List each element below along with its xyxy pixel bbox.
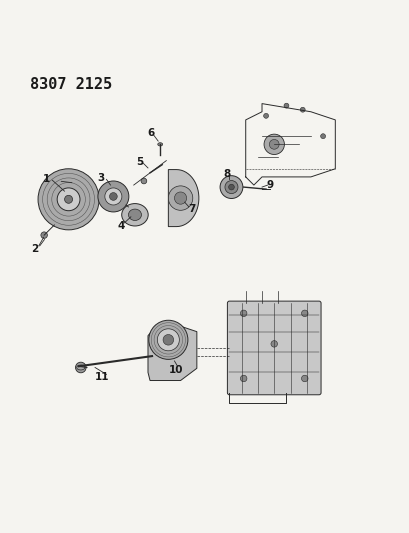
Ellipse shape bbox=[121, 204, 148, 226]
Text: 8: 8 bbox=[223, 169, 230, 179]
Circle shape bbox=[141, 178, 146, 184]
FancyBboxPatch shape bbox=[227, 301, 320, 395]
Text: 5: 5 bbox=[136, 157, 143, 167]
Circle shape bbox=[320, 134, 325, 139]
Circle shape bbox=[269, 140, 279, 149]
Circle shape bbox=[174, 192, 186, 204]
Circle shape bbox=[109, 192, 117, 200]
Circle shape bbox=[240, 375, 246, 382]
Circle shape bbox=[157, 329, 179, 351]
Text: 1: 1 bbox=[43, 174, 49, 184]
Circle shape bbox=[41, 232, 47, 238]
Circle shape bbox=[75, 362, 86, 373]
Circle shape bbox=[38, 169, 99, 230]
Circle shape bbox=[263, 114, 268, 118]
Circle shape bbox=[98, 181, 128, 212]
Circle shape bbox=[263, 134, 284, 155]
Circle shape bbox=[57, 188, 80, 211]
Text: 11: 11 bbox=[95, 372, 109, 382]
Circle shape bbox=[270, 341, 277, 347]
Text: 9: 9 bbox=[266, 180, 273, 190]
Circle shape bbox=[301, 375, 307, 382]
Text: 4: 4 bbox=[117, 221, 125, 231]
Circle shape bbox=[228, 184, 234, 190]
Ellipse shape bbox=[157, 143, 162, 146]
Text: 3: 3 bbox=[97, 173, 105, 183]
Circle shape bbox=[220, 176, 242, 198]
Circle shape bbox=[163, 335, 173, 345]
Polygon shape bbox=[168, 169, 198, 227]
Text: 10: 10 bbox=[169, 365, 183, 375]
Circle shape bbox=[240, 310, 246, 317]
Ellipse shape bbox=[76, 365, 85, 370]
Circle shape bbox=[105, 188, 121, 205]
Text: 7: 7 bbox=[188, 205, 195, 214]
Circle shape bbox=[283, 103, 288, 108]
Text: 2: 2 bbox=[31, 244, 38, 254]
Text: 6: 6 bbox=[147, 128, 155, 139]
Circle shape bbox=[148, 320, 187, 359]
Circle shape bbox=[225, 181, 237, 193]
Ellipse shape bbox=[128, 209, 141, 221]
Circle shape bbox=[301, 310, 307, 317]
Circle shape bbox=[299, 107, 304, 112]
Text: 8307 2125: 8307 2125 bbox=[30, 77, 112, 92]
Circle shape bbox=[65, 195, 72, 203]
Circle shape bbox=[168, 186, 192, 211]
Polygon shape bbox=[148, 324, 196, 381]
